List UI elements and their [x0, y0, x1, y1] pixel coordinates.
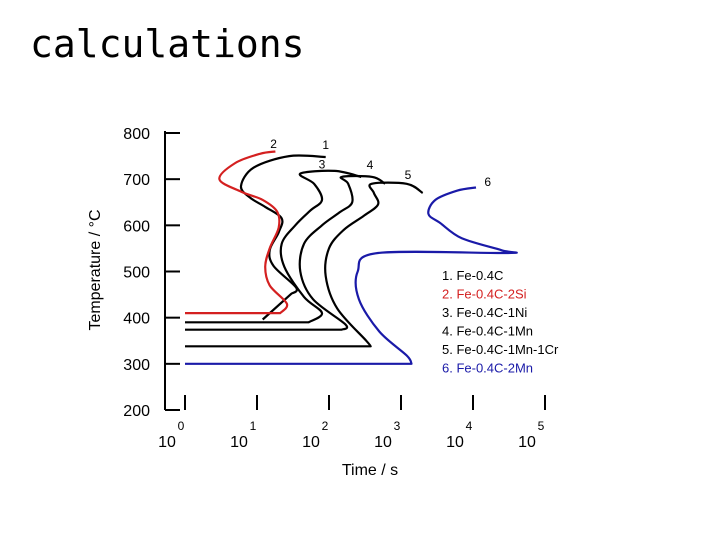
legend-entry-5: 5. Fe-0.4C-1Mn-1Cr: [442, 342, 559, 357]
series-curve-3: [185, 169, 362, 324]
series-curve-5: [185, 181, 424, 348]
x-tick-exp-2: 2: [322, 419, 329, 433]
curve-label-2: 2: [270, 137, 277, 151]
curve-label-5: 5: [405, 168, 412, 182]
x-tick-exp-5: 5: [538, 419, 545, 433]
chart-series: [185, 150, 518, 365]
series-curve-1: [239, 154, 326, 321]
x-tick-base-0: 10: [158, 434, 176, 451]
y-axis-label: Temperature / °C: [87, 209, 104, 330]
chart-curve-labels: 2 1 3 4 5 6: [270, 137, 491, 189]
series-curve-4: [185, 174, 386, 331]
series-curve-6: [185, 186, 518, 365]
x-tick-exp-1: 1: [250, 419, 257, 433]
x-tick-base-3: 10: [374, 434, 392, 451]
x-tick-exp-0: 0: [178, 419, 185, 433]
y-tick-label-200: 200: [123, 403, 150, 420]
y-tick-label-300: 300: [123, 357, 150, 374]
y-tick-label-700: 700: [123, 172, 150, 189]
series-curve-2: [185, 150, 289, 315]
curve-label-4: 4: [367, 158, 374, 172]
y-tick-label-400: 400: [123, 311, 150, 328]
legend-entry-1: 1. Fe-0.4C: [442, 268, 503, 283]
y-tick-label-600: 600: [123, 218, 150, 235]
legend-entry-2: 2. Fe-0.4C-2Si: [442, 287, 527, 302]
x-tick-base-5: 10: [518, 434, 536, 451]
legend-entry-6: 6. Fe-0.4C-2Mn: [442, 361, 533, 376]
legend-entry-4: 4. Fe-0.4C-1Mn: [442, 324, 533, 339]
y-tick-label-500: 500: [123, 265, 150, 282]
x-tick-exp-3: 3: [394, 419, 401, 433]
x-tick-base-2: 10: [302, 434, 320, 451]
curve-label-6: 6: [484, 175, 491, 189]
slide-title: calculations: [30, 22, 305, 66]
x-tick-base-4: 10: [446, 434, 464, 451]
curve-label-1: 1: [322, 138, 329, 152]
x-axis-label: Time / s: [342, 462, 398, 479]
legend-entry-3: 3. Fe-0.4C-1Ni: [442, 305, 527, 320]
x-tick-base-1: 10: [230, 434, 248, 451]
chart-legend: 1. Fe-0.4C 2. Fe-0.4C-2Si 3. Fe-0.4C-1Ni 4.…: [442, 268, 559, 376]
curve-label-3: 3: [319, 158, 326, 172]
x-tick-exp-4: 4: [466, 419, 473, 433]
y-tick-label-800: 800: [123, 126, 150, 143]
